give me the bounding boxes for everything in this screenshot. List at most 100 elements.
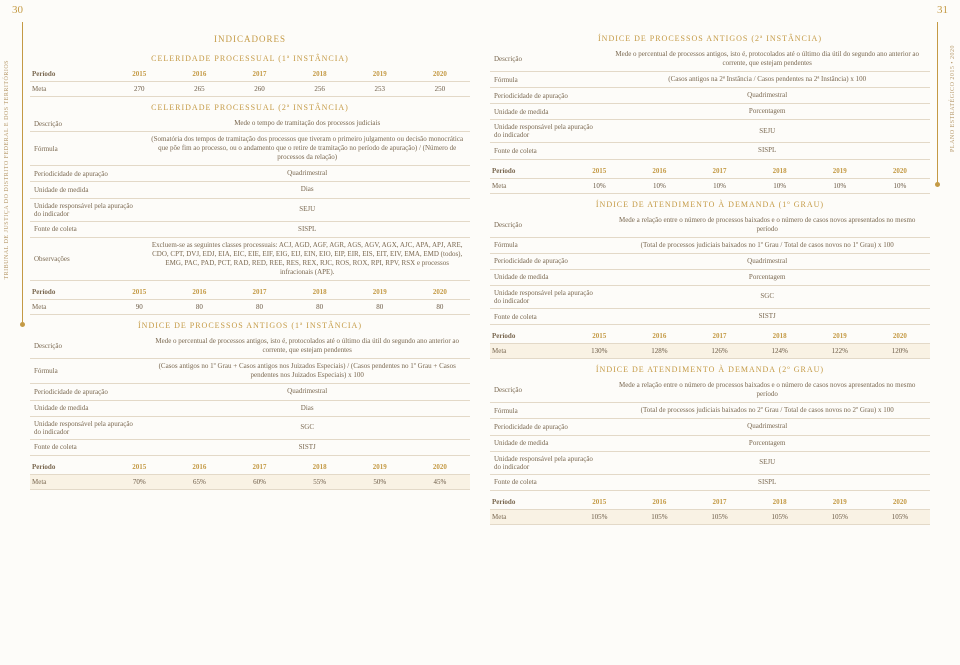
ind4-y5: 2020 (870, 164, 930, 179)
ind3-desc-l: Descrição (30, 334, 144, 359)
ind2-m0: 90 (109, 300, 169, 315)
ind6-y2: 2017 (689, 495, 749, 510)
page-number-right: 31 (937, 4, 948, 16)
ind6-fonte-l: Fonte de coleta (490, 474, 604, 490)
ind6-uni-v: Porcentagem (604, 435, 930, 451)
ind3-y2: 2017 (229, 460, 289, 475)
ind3-m1: 65% (169, 474, 229, 489)
ind5-title: ÍNDICE DE ATENDIMENTO À DEMANDA (1º GRAU… (490, 200, 930, 209)
ind5-desc-v: Mede a relação entre o número de process… (604, 213, 930, 238)
ind2-y5: 2020 (410, 285, 470, 300)
ind2-y0: 2015 (109, 285, 169, 300)
ind5-y2: 2017 (689, 329, 749, 344)
ind5-m3: 124% (750, 344, 810, 359)
ind4-y1: 2016 (629, 164, 689, 179)
ind4-m5: 10% (870, 178, 930, 193)
ind4-y0: 2015 (569, 164, 629, 179)
ind2-per-l: Periodicidade de apuração (30, 166, 144, 182)
ind6-m2: 105% (689, 509, 749, 524)
ind3-desc-v: Mede o percentual de processos antigos, … (144, 334, 470, 359)
ind2-y3: 2018 (290, 285, 350, 300)
ind5-m2: 126% (689, 344, 749, 359)
ind3-form-l: Fórmula (30, 359, 144, 384)
ind1-title: CELERIDADE PROCESSUAL (1ª INSTÂNCIA) (30, 54, 470, 63)
ind4-uni-v: Porcentagem (604, 104, 930, 120)
ind5-fonte-l: Fonte de coleta (490, 309, 604, 325)
ind4-info: DescriçãoMede o percentual de processos … (490, 47, 930, 160)
ind5-m5: 120% (870, 344, 930, 359)
ind4-desc-v: Mede o percentual de processos antigos, … (604, 47, 930, 72)
ind6-m5: 105% (870, 509, 930, 524)
ind3-per-v: Quadrimestral (144, 384, 470, 400)
ind6-y5: 2020 (870, 495, 930, 510)
ind1-table: Período 2015 2016 2017 2018 2019 2020 Me… (30, 67, 470, 97)
ind3-y0: 2015 (109, 460, 169, 475)
ind6-table: Período 2015 2016 2017 2018 2019 2020 Me… (490, 495, 930, 525)
ind2-form-v: (Somatória dos tempos de tramitação dos … (144, 132, 470, 166)
ind2-y4: 2019 (350, 285, 410, 300)
ind5-y1: 2016 (629, 329, 689, 344)
ind5-uni-l: Unidade de medida (490, 269, 604, 285)
ind5-y0: 2015 (569, 329, 629, 344)
ind2-m4: 80 (350, 300, 410, 315)
ind6-m0: 105% (569, 509, 629, 524)
ind1-m4: 253 (350, 82, 410, 97)
ind3-m4: 50% (350, 474, 410, 489)
ind4-y4: 2019 (810, 164, 870, 179)
ind5-y3: 2018 (750, 329, 810, 344)
ind4-desc-l: Descrição (490, 47, 604, 72)
ind5-meta-label: Meta (490, 344, 569, 359)
ind2-form-l: Fórmula (30, 132, 144, 166)
ind1-m0: 270 (109, 82, 169, 97)
ind2-y1: 2016 (169, 285, 229, 300)
ind3-resp-v: SGC (144, 416, 470, 439)
ind5-periodo-label: Período (490, 329, 569, 344)
ind2-uni-v: Dias (144, 182, 470, 198)
ind3-m3: 55% (290, 474, 350, 489)
ind3-form-v: (Casos antigos no 1º Grau + Casos antigo… (144, 359, 470, 384)
ind5-y5: 2020 (870, 329, 930, 344)
left-column: INDICADORES CELERIDADE PROCESSUAL (1ª IN… (30, 30, 470, 650)
ind5-per-v: Quadrimestral (604, 253, 930, 269)
ind2-m2: 80 (229, 300, 289, 315)
ind4-uni-l: Unidade de medida (490, 104, 604, 120)
ind2-resp-l: Unidade responsável pela apuração do ind… (30, 198, 144, 221)
ind4-m4: 10% (810, 178, 870, 193)
ind5-desc-l: Descrição (490, 213, 604, 238)
ind4-resp-v: SEJU (604, 120, 930, 143)
ind3-fonte-l: Fonte de coleta (30, 439, 144, 455)
ind1-y5: 2020 (410, 67, 470, 82)
ind1-meta-label: Meta (30, 82, 109, 97)
ind6-form-l: Fórmula (490, 403, 604, 419)
ind3-info: DescriçãoMede o percentual de processos … (30, 334, 470, 456)
ind6-info: DescriçãoMede a relação entre o número d… (490, 378, 930, 491)
ind2-meta-label: Meta (30, 300, 109, 315)
ind4-fonte-l: Fonte de coleta (490, 143, 604, 159)
ind5-resp-v: SGC (604, 286, 930, 309)
ind6-m3: 105% (750, 509, 810, 524)
ind1-y3: 2018 (290, 67, 350, 82)
ind6-resp-v: SEJU (604, 451, 930, 474)
ind2-periodo-label: Período (30, 285, 109, 300)
ind3-y3: 2018 (290, 460, 350, 475)
ind5-per-l: Periodicidade de apuração (490, 253, 604, 269)
ind2-m1: 80 (169, 300, 229, 315)
ind6-per-v: Quadrimestral (604, 419, 930, 435)
ind5-m4: 122% (810, 344, 870, 359)
ind6-fonte-v: SISPL (604, 474, 930, 490)
ind2-per-v: Quadrimestral (144, 166, 470, 182)
ind3-table: Período 2015 2016 2017 2018 2019 2020 Me… (30, 460, 470, 490)
ind1-periodo-label: Período (30, 67, 109, 82)
page-number-left: 30 (12, 4, 23, 16)
ind2-fonte-v: SISPL (144, 221, 470, 237)
ind3-m2: 60% (229, 474, 289, 489)
right-column: ÍNDICE DE PROCESSOS ANTIGOS (2ª INSTÂNCI… (490, 30, 930, 650)
ind4-periodo-label: Período (490, 164, 569, 179)
ind3-fonte-v: SISTJ (144, 439, 470, 455)
ind2-obs-l: Observações (30, 237, 144, 280)
ind5-info: DescriçãoMede a relação entre o número d… (490, 213, 930, 326)
ind3-periodo-label: Período (30, 460, 109, 475)
ind6-y4: 2019 (810, 495, 870, 510)
ind1-m5: 250 (410, 82, 470, 97)
ind1-m3: 256 (290, 82, 350, 97)
